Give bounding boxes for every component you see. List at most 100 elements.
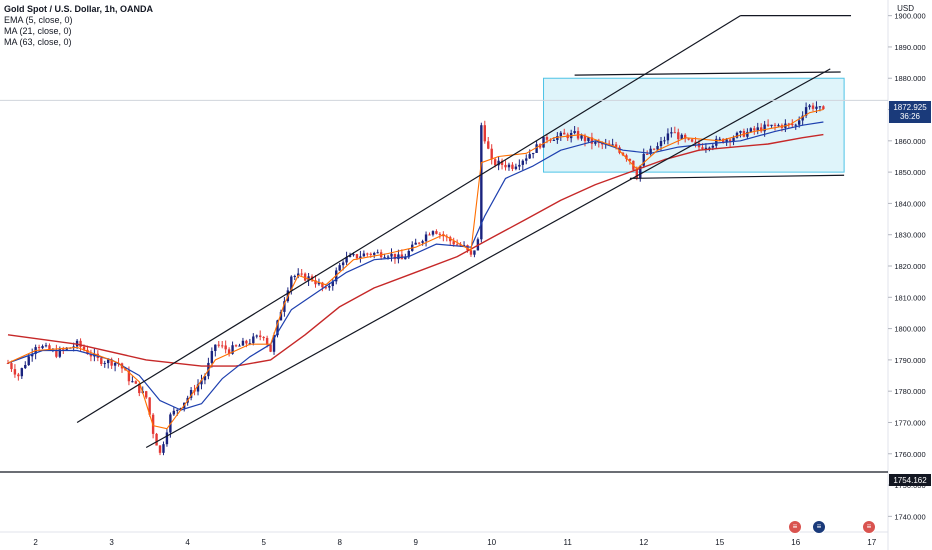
candle-body[interactable] xyxy=(763,124,766,132)
candle-body[interactable] xyxy=(483,125,486,142)
candle-body[interactable] xyxy=(732,137,735,142)
candle-body[interactable] xyxy=(594,141,597,144)
candle-body[interactable] xyxy=(663,140,666,142)
candle-body[interactable] xyxy=(82,346,86,350)
candle-body[interactable] xyxy=(293,275,296,277)
candle-body[interactable] xyxy=(435,231,438,234)
candle-body[interactable] xyxy=(666,133,670,141)
candle-body[interactable] xyxy=(376,252,379,254)
candle-body[interactable] xyxy=(749,128,753,132)
candle-body[interactable] xyxy=(649,148,652,155)
candle-body[interactable] xyxy=(580,135,583,139)
candle-body[interactable] xyxy=(677,132,680,140)
candle-body[interactable] xyxy=(645,153,649,155)
ma-21-line[interactable] xyxy=(7,121,824,411)
candle-body[interactable] xyxy=(708,147,711,149)
candle-body[interactable] xyxy=(414,242,417,245)
us-flag-icon[interactable]: ≡ xyxy=(862,520,876,534)
candle-body[interactable] xyxy=(614,144,618,148)
candle-body[interactable] xyxy=(770,124,773,126)
candle-body[interactable] xyxy=(62,349,65,351)
candle-body[interactable] xyxy=(804,107,808,116)
candle-body[interactable] xyxy=(628,158,632,161)
candle-body[interactable] xyxy=(639,165,642,179)
candle-body[interactable] xyxy=(345,256,348,263)
candle-body[interactable] xyxy=(625,155,628,159)
candle-body[interactable] xyxy=(224,345,227,350)
candle-body[interactable] xyxy=(134,381,138,384)
candle-body[interactable] xyxy=(283,301,286,312)
candle-body[interactable] xyxy=(573,131,576,134)
candle-body[interactable] xyxy=(86,349,89,355)
candle-body[interactable] xyxy=(739,131,742,133)
candle-body[interactable] xyxy=(279,311,283,321)
candle-body[interactable] xyxy=(338,265,341,271)
candle-body[interactable] xyxy=(245,340,248,344)
candle-body[interactable] xyxy=(20,368,24,377)
candle-body[interactable] xyxy=(563,132,566,135)
ema-5-line[interactable] xyxy=(7,108,824,430)
candle-body[interactable] xyxy=(196,384,200,392)
candle-body[interactable] xyxy=(113,362,117,366)
candle-body[interactable] xyxy=(179,408,182,410)
candle-body[interactable] xyxy=(493,159,497,166)
candle-body[interactable] xyxy=(428,234,431,236)
candle-body[interactable] xyxy=(234,345,238,347)
candle-body[interactable] xyxy=(469,250,473,255)
candle-body[interactable] xyxy=(359,256,362,259)
price-axis-panel[interactable] xyxy=(888,0,932,550)
candle-body[interactable] xyxy=(583,135,587,142)
candle-body[interactable] xyxy=(106,359,110,364)
candle-body[interactable] xyxy=(514,166,518,169)
candle-body[interactable] xyxy=(773,124,777,126)
level-price-badge[interactable] xyxy=(889,474,931,486)
candle-body[interactable] xyxy=(79,340,82,347)
candle-body[interactable] xyxy=(452,241,455,245)
candle-body[interactable] xyxy=(704,147,708,150)
candle-body[interactable] xyxy=(794,124,797,126)
candle-body[interactable] xyxy=(44,345,48,347)
candle-body[interactable] xyxy=(303,273,307,281)
candle-body[interactable] xyxy=(72,346,75,348)
candle-body[interactable] xyxy=(407,250,410,258)
candle-body[interactable] xyxy=(466,245,469,251)
candle-body[interactable] xyxy=(162,444,165,453)
candle-body[interactable] xyxy=(259,335,262,338)
candle-body[interactable] xyxy=(297,273,300,276)
candle-body[interactable] xyxy=(590,137,594,144)
candle-body[interactable] xyxy=(556,136,559,140)
candle-body[interactable] xyxy=(13,369,17,375)
candle-body[interactable] xyxy=(203,376,207,381)
candle-body[interactable] xyxy=(255,335,258,337)
candle-body[interactable] xyxy=(238,345,241,347)
candle-body[interactable] xyxy=(165,432,169,445)
candle-body[interactable] xyxy=(37,347,41,349)
candle-body[interactable] xyxy=(397,254,400,260)
trend-line[interactable] xyxy=(629,174,845,179)
trend-line[interactable] xyxy=(145,68,831,449)
candle-body[interactable] xyxy=(521,160,524,165)
candle-body[interactable] xyxy=(753,128,756,131)
candle-body[interactable] xyxy=(24,365,27,369)
candle-body[interactable] xyxy=(317,282,321,285)
candle-body[interactable] xyxy=(535,144,538,153)
candle-body[interactable] xyxy=(290,276,293,291)
candle-body[interactable] xyxy=(331,281,334,287)
candle-body[interactable] xyxy=(811,105,815,109)
candle-body[interactable] xyxy=(525,158,528,161)
candle-body[interactable] xyxy=(110,359,113,366)
candle-body[interactable] xyxy=(369,253,372,255)
candle-body[interactable] xyxy=(328,286,331,288)
candle-body[interactable] xyxy=(265,337,269,345)
candle-body[interactable] xyxy=(55,350,58,357)
candle-body[interactable] xyxy=(759,127,763,132)
candle-body[interactable] xyxy=(511,164,514,169)
candle-body[interactable] xyxy=(158,445,162,453)
candle-body[interactable] xyxy=(321,282,324,288)
candle-body[interactable] xyxy=(756,127,759,131)
candle-body[interactable] xyxy=(373,252,376,255)
candle-body[interactable] xyxy=(217,344,220,346)
indicator-ma21[interactable]: MA (21, close, 0) xyxy=(4,26,72,36)
candle-body[interactable] xyxy=(531,152,535,155)
